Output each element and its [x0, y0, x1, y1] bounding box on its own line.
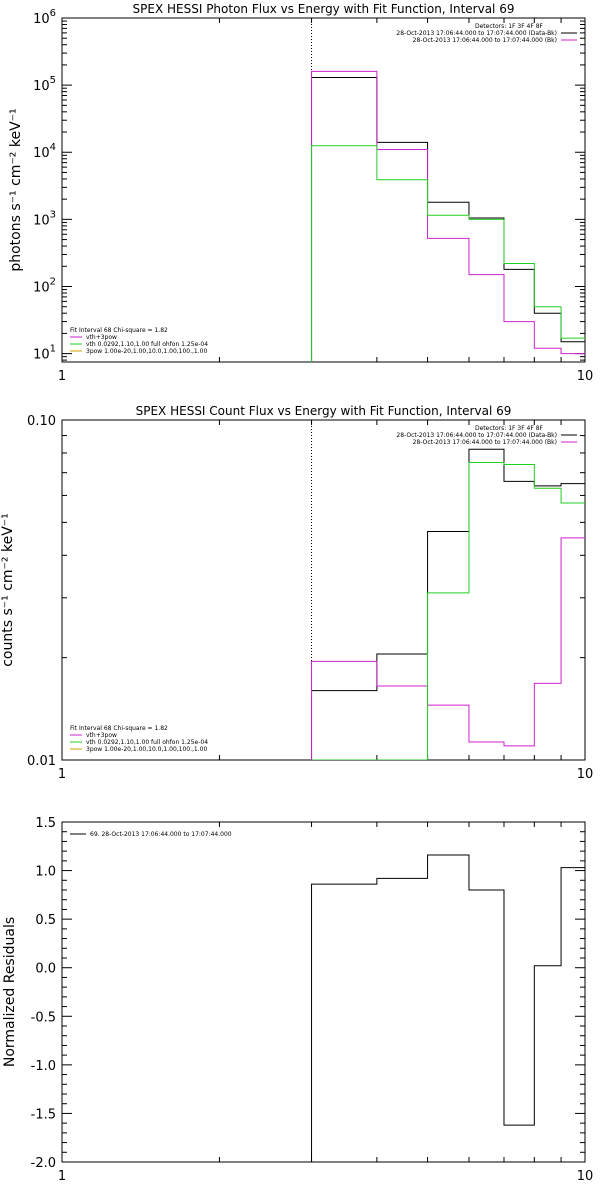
legend-header: Detectors: 1F 3F 4F 8F — [475, 23, 544, 30]
series-line-2 — [311, 70, 585, 362]
y-tick-label: 103 — [33, 209, 56, 228]
y-tick-label: 0.0 — [35, 962, 56, 977]
series-line-3 — [311, 461, 585, 760]
plot-frame — [61, 17, 586, 363]
y-tick-label: 0.5 — [35, 913, 56, 928]
x-tick-label: 10 — [577, 369, 594, 384]
series-line-1 — [311, 854, 585, 1162]
y-axis-label: counts s⁻¹ cm⁻² keV⁻¹ — [0, 513, 16, 667]
y-axis-label: Normalized Residuals — [2, 917, 18, 1067]
series-line-1 — [311, 76, 585, 362]
legend-entry: 28-Oct-2013 17:06:44.000 to 17:07:44.000… — [396, 30, 557, 37]
panel-3: 1 10 -2.0 -1.5 -1.0 -0.5 0.0 0.5 1.0 1.5 Normalize… — [2, 816, 593, 1184]
chart-title: SPEX HESSI Count Flux vs Energy with Fit… — [136, 404, 512, 418]
y-tick-label: 101 — [33, 344, 56, 363]
x-tick-label: 10 — [577, 767, 594, 782]
legend-entry: vth+3pow — [86, 732, 117, 739]
y-tick-label: 1.0 — [35, 865, 56, 880]
y-tick-label: 104 — [33, 142, 56, 161]
plot-frame — [61, 821, 586, 1163]
legend-entry: 28-Oct-2013 17:06:44.000 to 17:07:44.000… — [413, 37, 557, 44]
x-tick-label: 1 — [58, 1169, 66, 1184]
legend-entry: 3pow 1.00e-20,1.00,10.0,1.00,100.,1.00 — [86, 348, 207, 355]
legend-entry: 28-Oct-2013 17:06:44.000 to 17:07:44.000… — [396, 432, 557, 439]
panel-1: SPEX HESSI Photon Flux vs Energy with Fi… — [8, 2, 593, 384]
y-tick-label: 1.5 — [35, 816, 56, 831]
legend-entry: vth 0.0292,1.10,1.00 full ohfon 1.25e-04 — [86, 341, 208, 348]
series-line-2 — [311, 537, 585, 760]
chart-title: SPEX HESSI Photon Flux vs Energy with Fi… — [133, 2, 515, 16]
legend-entry: 69. 28-Oct-2013 17:06:44.000 to 17:07:44… — [90, 831, 232, 838]
legend-entry: vth 0.0292,1.10,1.00 full ohfon 1.25e-04 — [86, 739, 208, 746]
y-tick-label: -0.5 — [31, 1010, 56, 1025]
y-tick-label: 105 — [33, 75, 56, 94]
y-tick-label: -1.5 — [31, 1107, 56, 1122]
series-line-1 — [311, 448, 585, 760]
y-axis-label: photons s⁻¹ cm⁻² keV⁻¹ — [8, 108, 24, 271]
series-line-3 — [311, 145, 585, 362]
y-tick-label: 0.10 — [27, 414, 56, 429]
legend-header: Detectors: 1F 3F 4F 8F — [475, 425, 544, 432]
legend-entry: vth+3pow — [86, 334, 117, 341]
y-tick-label: -1.0 — [31, 1059, 56, 1074]
x-tick-label: 1 — [58, 369, 66, 384]
x-tick-label: 10 — [577, 1169, 594, 1184]
panel-2: SPEX HESSI Count Flux vs Energy with Fit… — [0, 404, 593, 782]
fit-info: Fit Interval 68 Chi-square = 1.82 — [70, 327, 168, 334]
y-tick-label: 106 — [33, 8, 56, 27]
x-tick-label: 1 — [58, 767, 66, 782]
y-tick-label: 102 — [33, 276, 56, 295]
y-tick-label: 0.01 — [27, 754, 56, 769]
plot-frame — [61, 419, 586, 761]
fit-info: Fit Interval 68 Chi-square = 1.82 — [70, 725, 168, 732]
y-tick-label: -2.0 — [31, 1156, 56, 1171]
legend-entry: 28-Oct-2013 17:06:44.000 to 17:07:44.000… — [413, 439, 557, 446]
legend-entry: 3pow 1.00e-20,1.00,10.0,1.00,100.,1.00 — [86, 746, 207, 753]
